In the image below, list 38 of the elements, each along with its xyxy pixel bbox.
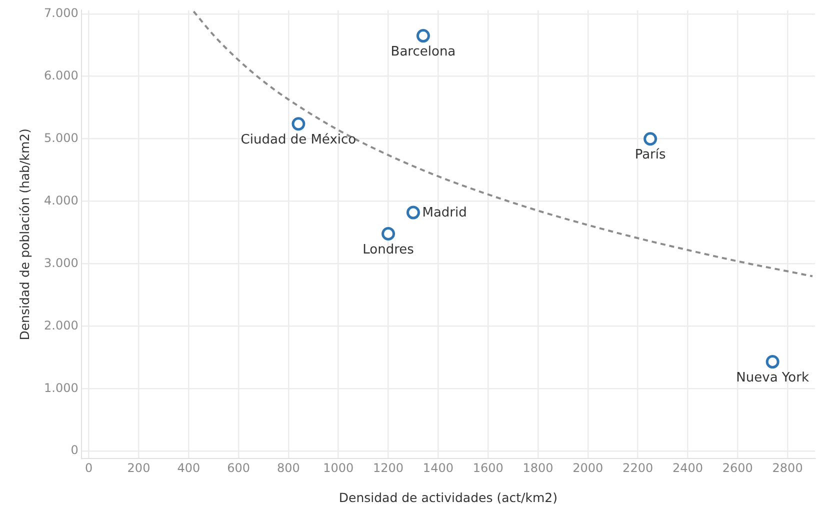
x-tick-label: 1600 xyxy=(472,460,504,475)
x-tick-label: 2400 xyxy=(672,460,704,475)
y-tick-label: 4.000 xyxy=(44,193,78,208)
x-tick-label: 1000 xyxy=(323,460,354,475)
x-tick-label: 2800 xyxy=(772,460,803,475)
x-tick-label: 2000 xyxy=(572,460,604,475)
series-label: Barcelona xyxy=(390,44,456,60)
line-series xyxy=(192,10,814,278)
y-tick-label: 7.000 xyxy=(44,6,78,20)
point xyxy=(382,227,396,241)
y-tick-label: 3.000 xyxy=(44,256,78,270)
point xyxy=(406,206,420,220)
x-tick-label: 1200 xyxy=(373,460,404,475)
series-label: Nueva York xyxy=(736,370,810,386)
y-tick-label: 0 xyxy=(70,443,78,458)
x-tick-label: 400 xyxy=(177,460,200,475)
y-tick-label: 1.000 xyxy=(44,380,78,395)
series-label: Ciudad de México xyxy=(240,132,356,148)
series-label: Madrid xyxy=(422,205,467,220)
y-tick-label: 2.000 xyxy=(44,318,78,332)
point xyxy=(644,132,658,146)
x-axis-title: Densidad de actividades (act/km2) xyxy=(338,490,558,505)
x-tick-label: 600 xyxy=(227,460,250,475)
x-tick-label: 1800 xyxy=(522,460,554,475)
point xyxy=(416,29,430,43)
point xyxy=(292,117,306,131)
y-tick-label: 5.000 xyxy=(44,130,78,145)
x-tick-label: 800 xyxy=(277,460,300,475)
x-tick-label: 0 xyxy=(85,460,93,475)
x-tick-label: 2600 xyxy=(722,460,753,475)
x-tick-label: 200 xyxy=(127,460,150,475)
x-tick-label: 1400 xyxy=(422,460,454,475)
x-tick-label: 2200 xyxy=(622,460,654,475)
series-label: París xyxy=(634,148,666,163)
y-axis-title: Densidad de población (hab/km2) xyxy=(16,128,32,340)
series-label: Londres xyxy=(362,242,414,258)
point xyxy=(766,355,780,369)
y-tick-label: 6.000 xyxy=(44,68,78,83)
